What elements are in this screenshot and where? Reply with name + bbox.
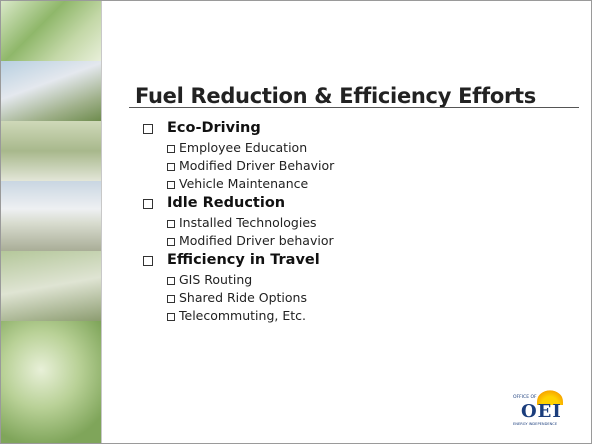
photo: [1, 321, 101, 443]
logo-sun: [537, 389, 563, 405]
item-text: Installed Technologies: [179, 215, 317, 230]
item-text: Shared Ride Options: [179, 290, 307, 305]
section-heading: Eco-Driving: [141, 118, 334, 139]
sub-item: GIS Routing: [141, 271, 334, 289]
section: Idle Reduction Installed Technologies Modi…: [141, 193, 334, 250]
bullet: [167, 145, 175, 153]
item-text: Modified Driver Behavior: [179, 158, 335, 173]
logo-main: OEI: [521, 401, 562, 422]
bullet: [167, 313, 175, 321]
bullet: [167, 163, 175, 171]
photo: [1, 61, 101, 121]
item-text: Telecommuting, Etc.: [179, 308, 306, 323]
sub-item: Modified Driver behavior: [141, 232, 334, 250]
section: Eco-Driving Employee Education Modified Dr…: [141, 118, 334, 193]
sub-item: Installed Technologies: [141, 214, 334, 232]
section-heading: Idle Reduction: [141, 193, 334, 214]
title-rule: [129, 107, 579, 108]
logo-bottom: ENERGY INDEPENDENCE: [513, 422, 558, 426]
photo-strip: [1, 1, 102, 443]
section: Efficiency in Travel GIS Routing Shared Ri…: [141, 250, 334, 325]
bullet: [167, 181, 175, 189]
bullet: [143, 199, 153, 209]
sub-item: Shared Ride Options: [141, 289, 334, 307]
photo: [1, 181, 101, 251]
item-text: Modified Driver behavior: [179, 233, 334, 248]
item-text: GIS Routing: [179, 272, 253, 287]
logo: OFFICE OF OEI ENERGY INDEPENDENCE: [513, 389, 569, 429]
sub-item: Employee Education: [141, 139, 334, 157]
item-text: Vehicle Maintenance: [179, 176, 309, 191]
sub-item: Modified Driver Behavior: [141, 157, 334, 175]
sub-item: Telecommuting, Etc.: [141, 307, 334, 325]
logo-top: OFFICE OF: [513, 395, 537, 400]
bullet: [167, 220, 175, 228]
bullet: [143, 256, 153, 266]
heading-text: Eco-Driving: [167, 120, 261, 136]
bullet: [143, 124, 153, 134]
bullet: [167, 295, 175, 303]
photo: [1, 251, 101, 321]
heading-text: Efficiency in Travel: [167, 252, 320, 268]
heading-text: Idle Reduction: [167, 195, 286, 211]
section-heading: Efficiency in Travel: [141, 250, 334, 271]
bullet-list: Eco-Driving Employee Education Modified Dr…: [141, 118, 334, 325]
photo: [1, 1, 101, 61]
bullet: [167, 277, 175, 285]
item-text: Employee Education: [179, 140, 308, 155]
bullet: [167, 238, 175, 246]
sub-item: Vehicle Maintenance: [141, 175, 334, 193]
slide-title: Fuel Reduction & Efficiency Efforts: [135, 84, 536, 108]
photo: [1, 121, 101, 181]
